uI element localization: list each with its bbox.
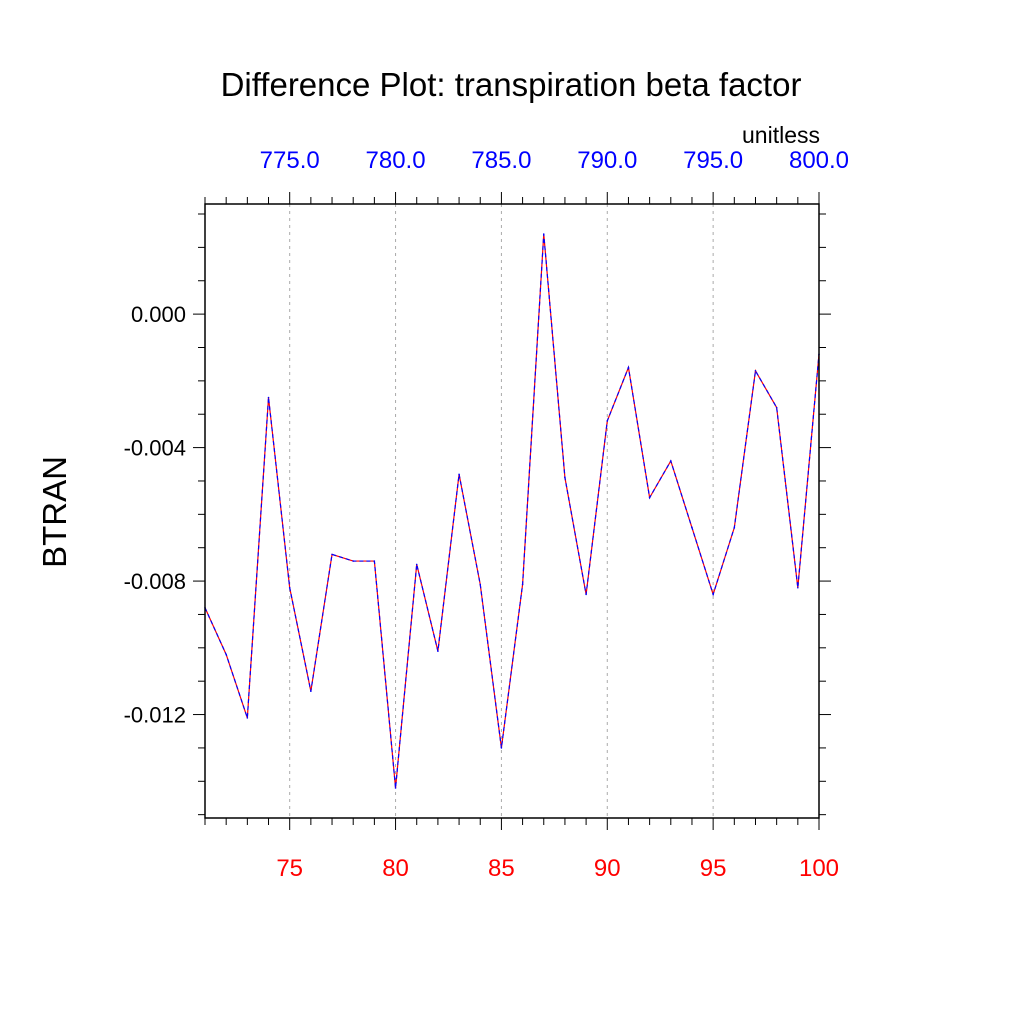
series-layer xyxy=(204,233,820,789)
data-point xyxy=(415,563,418,566)
data-point xyxy=(542,233,545,235)
data-point xyxy=(479,583,482,586)
units-label: unitless xyxy=(742,122,820,148)
data-point xyxy=(585,593,587,596)
data-point xyxy=(352,560,355,562)
y-axis-label: BTRAN xyxy=(36,456,73,568)
data-point xyxy=(288,586,291,589)
x-tick-label: 80 xyxy=(382,855,409,882)
data-point xyxy=(775,406,778,409)
y-tick-label: -0.004 xyxy=(124,436,186,461)
x-tick-label: 95 xyxy=(700,855,727,882)
data-point xyxy=(437,650,439,652)
x-tick-label: 85 xyxy=(488,855,515,882)
data-point xyxy=(564,476,566,479)
data-point xyxy=(225,653,227,656)
plot-frame xyxy=(204,203,820,819)
y-tick-label: 0.000 xyxy=(131,302,186,327)
tick-layer xyxy=(193,192,831,830)
data-point xyxy=(500,747,503,749)
data-point xyxy=(458,473,460,476)
label-layer: 75 80 85 90 95 100 775.0 780.0 785.0 790.0 795.0 80… xyxy=(124,147,849,882)
data-point xyxy=(648,496,651,499)
x-top-tick-label: 795.0 xyxy=(683,147,743,174)
data-point xyxy=(267,396,270,399)
x-tick-label: 75 xyxy=(276,855,303,882)
series-line-blue xyxy=(204,233,820,789)
x-top-tick-label: 800.0 xyxy=(789,147,849,174)
data-point xyxy=(373,560,376,562)
data-point xyxy=(733,526,736,529)
data-point xyxy=(691,526,693,529)
data-point xyxy=(521,583,524,586)
data-point xyxy=(797,586,799,589)
y-tick-label: -0.008 xyxy=(124,569,186,594)
chart-title: Difference Plot: transpiration beta fact… xyxy=(221,66,802,103)
series-line-red xyxy=(204,233,820,789)
x-top-tick-label: 775.0 xyxy=(260,147,320,174)
x-top-tick-label: 780.0 xyxy=(366,147,426,174)
data-point xyxy=(627,366,630,369)
grid-layer xyxy=(289,204,714,818)
x-top-tick-label: 785.0 xyxy=(471,147,531,174)
data-point xyxy=(310,690,312,692)
data-point xyxy=(394,787,397,789)
x-top-tick-label: 790.0 xyxy=(577,147,637,174)
y-tick-label: -0.012 xyxy=(124,703,186,728)
x-tick-label: 100 xyxy=(799,855,839,882)
data-point xyxy=(754,370,757,372)
data-point xyxy=(669,460,672,462)
data-point xyxy=(712,593,714,596)
x-tick-label: 90 xyxy=(594,855,621,882)
data-point xyxy=(246,717,249,719)
data-point xyxy=(331,553,333,556)
data-point xyxy=(606,420,609,422)
